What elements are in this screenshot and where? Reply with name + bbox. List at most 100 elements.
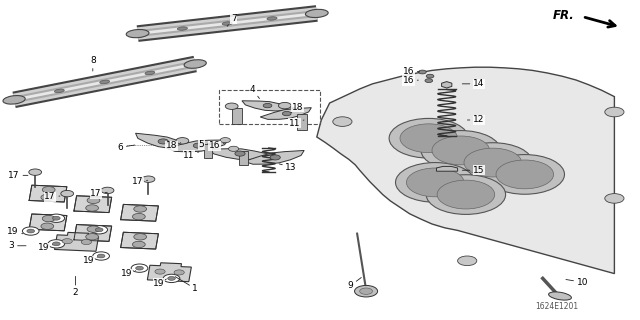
Circle shape	[134, 206, 147, 212]
Circle shape	[48, 240, 65, 248]
Circle shape	[605, 107, 624, 117]
Text: 11: 11	[289, 119, 304, 128]
Circle shape	[81, 239, 92, 244]
Ellipse shape	[54, 89, 64, 93]
Text: 19: 19	[121, 269, 136, 278]
Circle shape	[400, 124, 458, 153]
Circle shape	[155, 269, 165, 274]
Circle shape	[142, 176, 155, 182]
Circle shape	[419, 70, 426, 74]
Circle shape	[176, 138, 189, 144]
Circle shape	[132, 241, 145, 248]
Circle shape	[29, 169, 42, 175]
Circle shape	[132, 213, 145, 220]
Circle shape	[425, 79, 433, 83]
Circle shape	[396, 163, 475, 202]
Ellipse shape	[177, 27, 188, 30]
Bar	[297, 114, 307, 130]
Text: 10: 10	[566, 278, 588, 287]
Polygon shape	[260, 108, 311, 119]
Text: 13: 13	[279, 163, 297, 172]
Circle shape	[263, 103, 272, 108]
Circle shape	[278, 102, 291, 109]
Polygon shape	[436, 166, 458, 171]
Text: 16: 16	[403, 76, 419, 85]
Circle shape	[27, 229, 35, 233]
Text: 8: 8	[90, 56, 95, 71]
Circle shape	[86, 234, 99, 240]
Polygon shape	[29, 214, 67, 231]
Circle shape	[41, 194, 54, 201]
Circle shape	[228, 146, 239, 151]
Circle shape	[163, 274, 180, 283]
Text: 19: 19	[153, 279, 166, 288]
Bar	[232, 108, 242, 124]
Text: 6: 6	[118, 143, 135, 152]
Text: 2: 2	[73, 276, 78, 297]
Circle shape	[61, 190, 74, 197]
Polygon shape	[166, 140, 228, 152]
Ellipse shape	[3, 96, 25, 104]
Polygon shape	[121, 204, 158, 221]
Polygon shape	[74, 225, 111, 241]
Text: 17: 17	[132, 177, 148, 186]
Circle shape	[42, 187, 55, 193]
Circle shape	[136, 266, 143, 270]
Circle shape	[42, 215, 55, 222]
Text: 4: 4	[250, 85, 259, 99]
Text: 17: 17	[8, 171, 28, 180]
Circle shape	[101, 187, 114, 194]
Text: 5: 5	[199, 140, 218, 149]
Ellipse shape	[222, 22, 232, 25]
Ellipse shape	[305, 9, 328, 18]
Circle shape	[485, 155, 564, 194]
Ellipse shape	[126, 29, 149, 38]
Polygon shape	[442, 82, 452, 88]
Polygon shape	[121, 232, 158, 249]
Circle shape	[134, 234, 147, 240]
Circle shape	[421, 131, 500, 170]
Circle shape	[41, 223, 54, 229]
Circle shape	[426, 74, 434, 78]
Polygon shape	[242, 101, 294, 111]
Circle shape	[333, 117, 352, 126]
Circle shape	[174, 270, 184, 275]
Text: 19: 19	[38, 244, 52, 252]
Circle shape	[437, 180, 495, 209]
Circle shape	[52, 216, 60, 220]
Text: 18: 18	[291, 103, 303, 113]
Circle shape	[389, 118, 468, 158]
Text: 17: 17	[90, 189, 108, 198]
Text: 9: 9	[348, 277, 362, 290]
Text: 16: 16	[209, 141, 225, 150]
Text: FR.: FR.	[553, 9, 575, 22]
Circle shape	[225, 103, 238, 109]
Polygon shape	[147, 263, 191, 282]
Polygon shape	[317, 67, 614, 274]
Text: 19: 19	[7, 228, 23, 236]
Ellipse shape	[100, 80, 109, 84]
Circle shape	[87, 226, 100, 232]
Circle shape	[496, 160, 554, 189]
Circle shape	[458, 256, 477, 266]
Text: 17: 17	[44, 192, 60, 201]
Circle shape	[406, 168, 464, 197]
Circle shape	[22, 227, 39, 235]
Circle shape	[235, 151, 245, 156]
Circle shape	[91, 226, 108, 234]
Text: 18: 18	[166, 141, 180, 150]
Circle shape	[95, 228, 103, 232]
Text: 1624E1201: 1624E1201	[535, 302, 579, 311]
Circle shape	[93, 252, 109, 260]
Circle shape	[62, 239, 72, 244]
Bar	[204, 144, 212, 158]
Circle shape	[87, 197, 100, 204]
Text: 16: 16	[403, 67, 420, 76]
Polygon shape	[244, 150, 304, 164]
Polygon shape	[54, 232, 99, 251]
Polygon shape	[209, 149, 272, 159]
Text: 15: 15	[462, 166, 484, 175]
Circle shape	[426, 175, 506, 214]
Text: 19: 19	[83, 256, 97, 265]
Polygon shape	[74, 196, 111, 212]
